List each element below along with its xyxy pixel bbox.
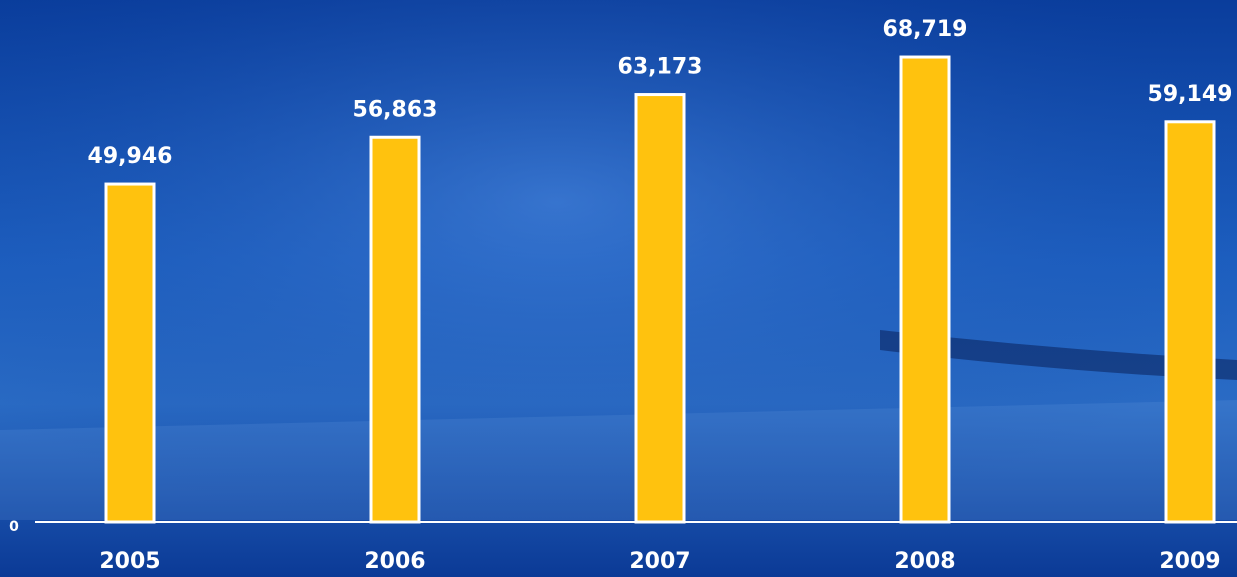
value-label: 59,149 bbox=[1148, 82, 1233, 107]
x-tick-label: 2007 bbox=[629, 549, 690, 574]
value-label: 56,863 bbox=[353, 97, 438, 122]
bar bbox=[634, 93, 686, 524]
x-tick-label: 2009 bbox=[1159, 549, 1220, 574]
bar bbox=[899, 55, 951, 524]
background-shadow bbox=[880, 330, 1237, 380]
x-tick-label: 2008 bbox=[894, 549, 955, 574]
value-label: 63,173 bbox=[618, 55, 703, 80]
value-label: 68,719 bbox=[883, 17, 968, 42]
x-tick-label: 2006 bbox=[364, 549, 425, 574]
x-tick-label: 2005 bbox=[99, 549, 160, 574]
bar bbox=[369, 135, 421, 524]
y-tick-label: 0 bbox=[9, 519, 19, 535]
bar bbox=[104, 182, 156, 524]
bar bbox=[1164, 120, 1216, 524]
value-label: 49,946 bbox=[88, 144, 173, 169]
